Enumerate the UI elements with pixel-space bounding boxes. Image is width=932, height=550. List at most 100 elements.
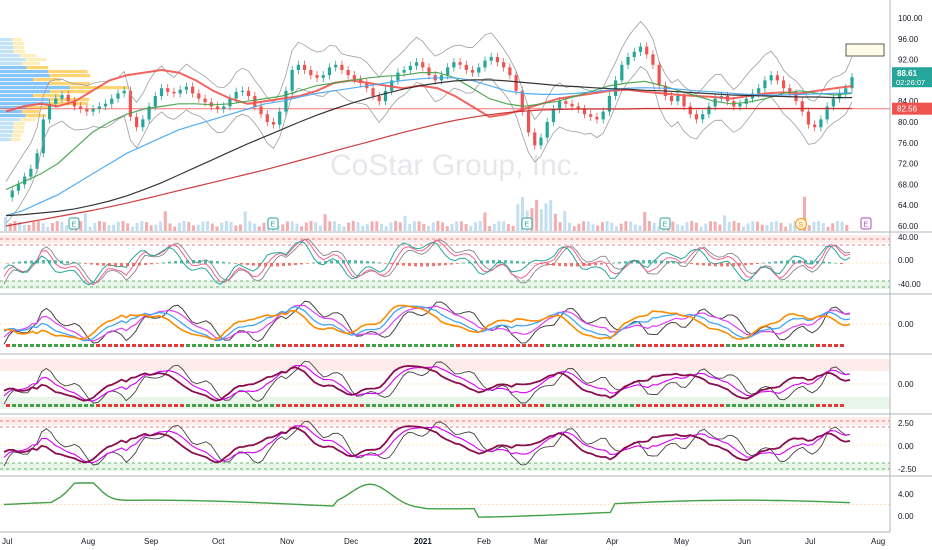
signal-dot	[324, 404, 328, 407]
signal-dot	[30, 404, 34, 407]
watermark: CoStar Group, Inc.	[330, 149, 580, 182]
histogram-bar	[606, 263, 609, 264]
signal-dot	[90, 404, 94, 407]
signal-dot	[714, 344, 718, 347]
signal-dot	[78, 404, 82, 407]
oversold-band	[0, 281, 890, 289]
signal-dot	[222, 344, 226, 347]
histogram-bar	[804, 260, 807, 264]
candle-body	[682, 96, 686, 107]
signal-dot	[144, 344, 148, 347]
volume-profile-bar	[25, 58, 47, 62]
histogram-bar	[624, 261, 627, 264]
volume-bar	[441, 222, 445, 231]
volume-bar	[596, 225, 600, 231]
candle-body	[371, 88, 375, 96]
histogram-bar	[432, 263, 435, 267]
candle-body	[483, 60, 487, 68]
candle-body	[576, 106, 580, 109]
volume-bar	[633, 224, 637, 231]
signal-dot	[324, 344, 328, 347]
volume-bar	[182, 221, 186, 231]
signal-dot	[210, 344, 214, 347]
volume-bar	[835, 221, 839, 231]
volume-bar	[647, 221, 651, 231]
volume-profile-bar	[0, 46, 14, 50]
signal-dot	[396, 344, 400, 347]
volume-profile-bar	[13, 130, 24, 134]
histogram-bar	[774, 261, 777, 264]
histogram-bar	[576, 263, 579, 267]
volume-bar	[253, 223, 257, 231]
earnings-marker[interactable]	[659, 217, 671, 230]
alert-input-box[interactable]	[845, 43, 885, 57]
histogram-bar	[558, 263, 561, 267]
volume-bar	[746, 223, 750, 231]
signal-dot	[120, 404, 124, 407]
signal-dot	[276, 344, 280, 347]
histogram-bar	[408, 263, 411, 267]
signal-dot	[198, 344, 202, 347]
panel-axis-tick: 40.00	[898, 233, 919, 242]
histogram-bar	[516, 260, 519, 264]
split-marker[interactable]	[795, 218, 807, 230]
histogram-bar	[222, 261, 225, 264]
signal-dot	[786, 344, 790, 347]
signal-dot	[582, 404, 586, 407]
earnings-marker[interactable]	[521, 217, 533, 230]
earnings-marker[interactable]	[267, 217, 279, 230]
candle-body	[601, 111, 605, 120]
volume-bar	[521, 197, 524, 231]
signal-dot	[708, 404, 712, 407]
candle-body	[713, 98, 717, 107]
signal-dot	[510, 344, 514, 347]
volume-bar	[168, 223, 172, 231]
signal-dot	[528, 344, 532, 347]
candle-body	[153, 96, 157, 107]
volume-bar	[130, 226, 134, 231]
volume-bar	[624, 221, 628, 231]
candle-body	[47, 103, 52, 120]
signal-dot	[72, 344, 76, 347]
signal-dot	[330, 404, 334, 407]
volume-profile-bar	[0, 114, 26, 118]
volume-bar	[102, 221, 106, 231]
histogram-bar	[540, 263, 543, 265]
time-axis[interactable]: Jul Aug Sep Oct Nov Dec 2021 Feb Mar Apr May Jun Jul…	[0, 531, 890, 546]
price-axis-tick: 60.00	[898, 222, 919, 231]
signal-dot	[702, 404, 706, 407]
signal-dot	[390, 344, 394, 347]
signal-dot	[702, 344, 706, 347]
histogram-bar	[186, 260, 189, 264]
volume-bar	[300, 226, 304, 231]
signal-dot	[438, 344, 442, 347]
signal-dot	[684, 344, 688, 347]
signal-dot	[498, 344, 502, 347]
candle-body	[402, 70, 406, 73]
event-marker[interactable]	[860, 217, 872, 230]
histogram-bar	[366, 261, 369, 264]
histogram-bar	[384, 263, 387, 264]
signal-dot	[258, 344, 262, 347]
histogram-bar	[120, 263, 123, 267]
price-axis[interactable]: 100.0096.0092.0088.0084.0080.0076.0072.0…	[889, 0, 932, 532]
volume-bar	[365, 224, 369, 231]
signal-dot	[12, 344, 16, 347]
signal-dot	[6, 404, 10, 407]
signal-dot	[600, 344, 604, 347]
signal-dot	[258, 404, 262, 407]
histogram-bar	[162, 262, 165, 264]
volume-bar	[788, 223, 792, 231]
volume-bar	[591, 224, 595, 231]
volume-profile-bar	[11, 138, 21, 142]
earnings-marker[interactable]	[68, 217, 80, 230]
volume-bar	[60, 221, 64, 231]
histogram-bar	[546, 263, 549, 265]
volume-bar	[709, 221, 712, 231]
volume-bar	[116, 221, 120, 231]
signal-dot	[294, 344, 298, 347]
time-axis-tick: Jul	[2, 537, 12, 546]
histogram-bar	[696, 263, 699, 265]
volume-bar	[318, 225, 322, 231]
